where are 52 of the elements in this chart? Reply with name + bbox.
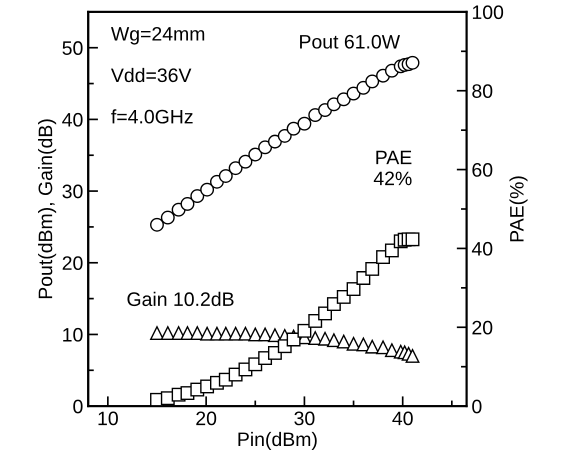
point [200,182,214,197]
annotation: Vdd=36V [110,68,192,82]
point [406,232,420,246]
point [326,333,341,348]
point [200,326,214,341]
point [326,97,341,112]
x-axis-title: Pin(dBm) [238,432,317,450]
point [297,116,312,131]
point [268,328,282,342]
point [384,343,399,358]
point [150,218,164,232]
point [297,324,312,338]
point [180,197,194,211]
point [365,74,380,88]
point [346,336,360,351]
point [406,56,420,70]
annotation: Pout 61.0W [300,34,400,49]
point [365,262,380,276]
y2-tick-label: 80 [472,84,492,98]
y-tick-label: 10 [63,328,83,342]
point [218,169,233,183]
point [150,326,164,340]
y-tick-label: 40 [62,112,83,127]
y-tick-label: 30 [62,184,83,198]
annotation: Gain 10.2dB [127,292,234,306]
point [238,154,252,169]
point [286,332,301,346]
y2-tick-label: 100 [472,5,504,20]
point [336,334,351,349]
x-tick-label: 20 [196,412,216,426]
y2-tick-label: 0 [472,400,482,414]
point [406,349,420,363]
x-tick-label: 10 [98,412,118,426]
y2-axis-title: PAE(%) [509,176,528,242]
x-tick-label: 30 [294,412,314,426]
x-tick-label: 40 [392,412,413,426]
point [346,282,360,296]
point [160,210,175,225]
annotation: f=4.0GHz [111,109,193,124]
point [228,326,243,341]
y-tick-label: 0 [73,400,83,414]
y2-tick-label: 20 [472,320,492,335]
y-tick-label: 50 [62,41,83,55]
y2-tick-label: 60 [472,163,492,177]
annotation: PAE 42% [374,150,412,186]
y-axis-title: Pout(dBm), Gain(dB) [38,119,56,298]
annotation: Wg=24mm [110,26,204,45]
y-tick-label: 20 [62,256,83,270]
point [336,92,351,106]
point [286,122,301,136]
point [365,340,380,354]
y2-tick-label: 40 [472,242,492,256]
